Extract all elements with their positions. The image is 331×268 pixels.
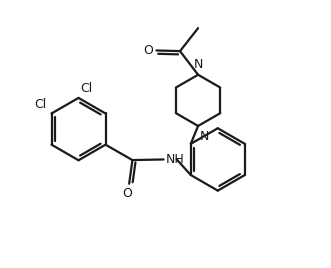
Text: N: N	[193, 58, 203, 71]
Text: N: N	[200, 130, 209, 143]
Text: Cl: Cl	[80, 82, 92, 95]
Text: Cl: Cl	[34, 98, 47, 111]
Text: O: O	[143, 44, 153, 57]
Text: NH: NH	[165, 153, 184, 166]
Text: O: O	[122, 187, 132, 200]
